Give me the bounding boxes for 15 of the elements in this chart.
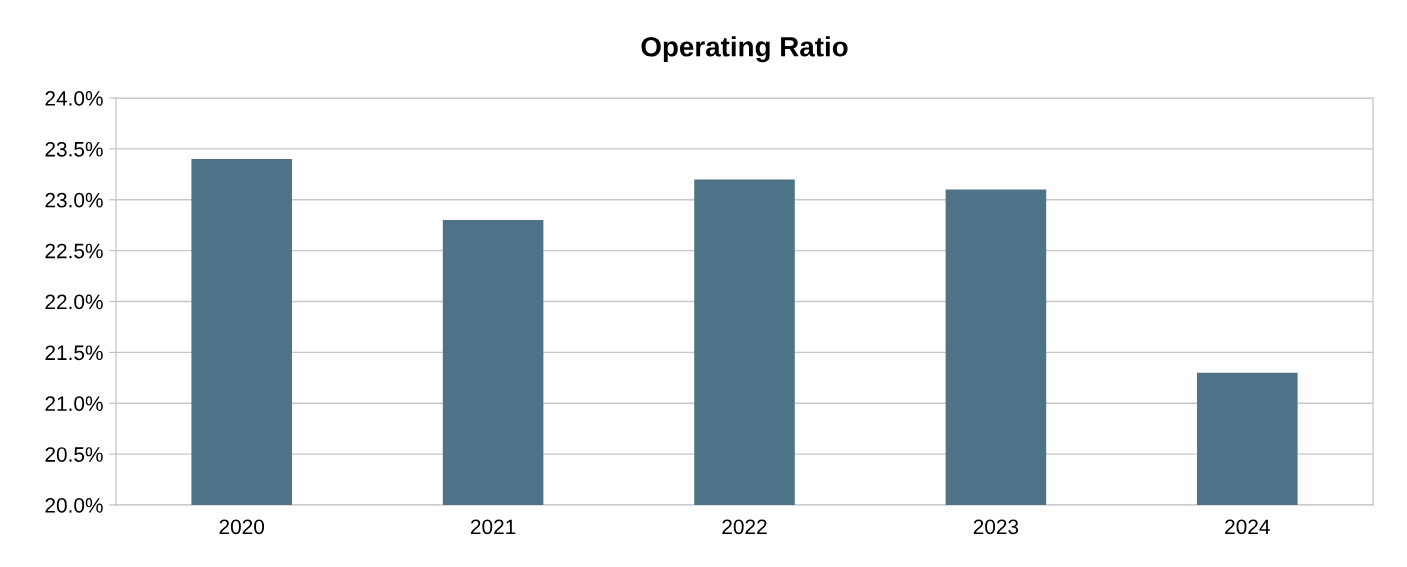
y-tick-label: 22.0% bbox=[45, 294, 103, 310]
y-tick-label: 23.0% bbox=[45, 192, 103, 208]
y-tick-label: 20.5% bbox=[45, 447, 103, 462]
y-tick-label: 20.0% bbox=[45, 498, 103, 513]
y-tick-label: 21.0% bbox=[45, 396, 103, 411]
x-tick-label: 2024 bbox=[1225, 519, 1270, 535]
x-tick-label: 2020 bbox=[219, 519, 265, 535]
x-tick-label: 2022 bbox=[722, 519, 767, 535]
y-tick-label: 21.5% bbox=[45, 345, 103, 361]
y-tick-label: 24.0% bbox=[45, 91, 103, 106]
x-tick-label: 2023 bbox=[973, 519, 1019, 535]
y-tick-label: 23.5% bbox=[45, 141, 103, 157]
x-tick-label: 2021 bbox=[470, 519, 516, 535]
chart-title: Operating Ratio bbox=[641, 36, 848, 63]
y-tick-label: 22.5% bbox=[45, 243, 103, 259]
